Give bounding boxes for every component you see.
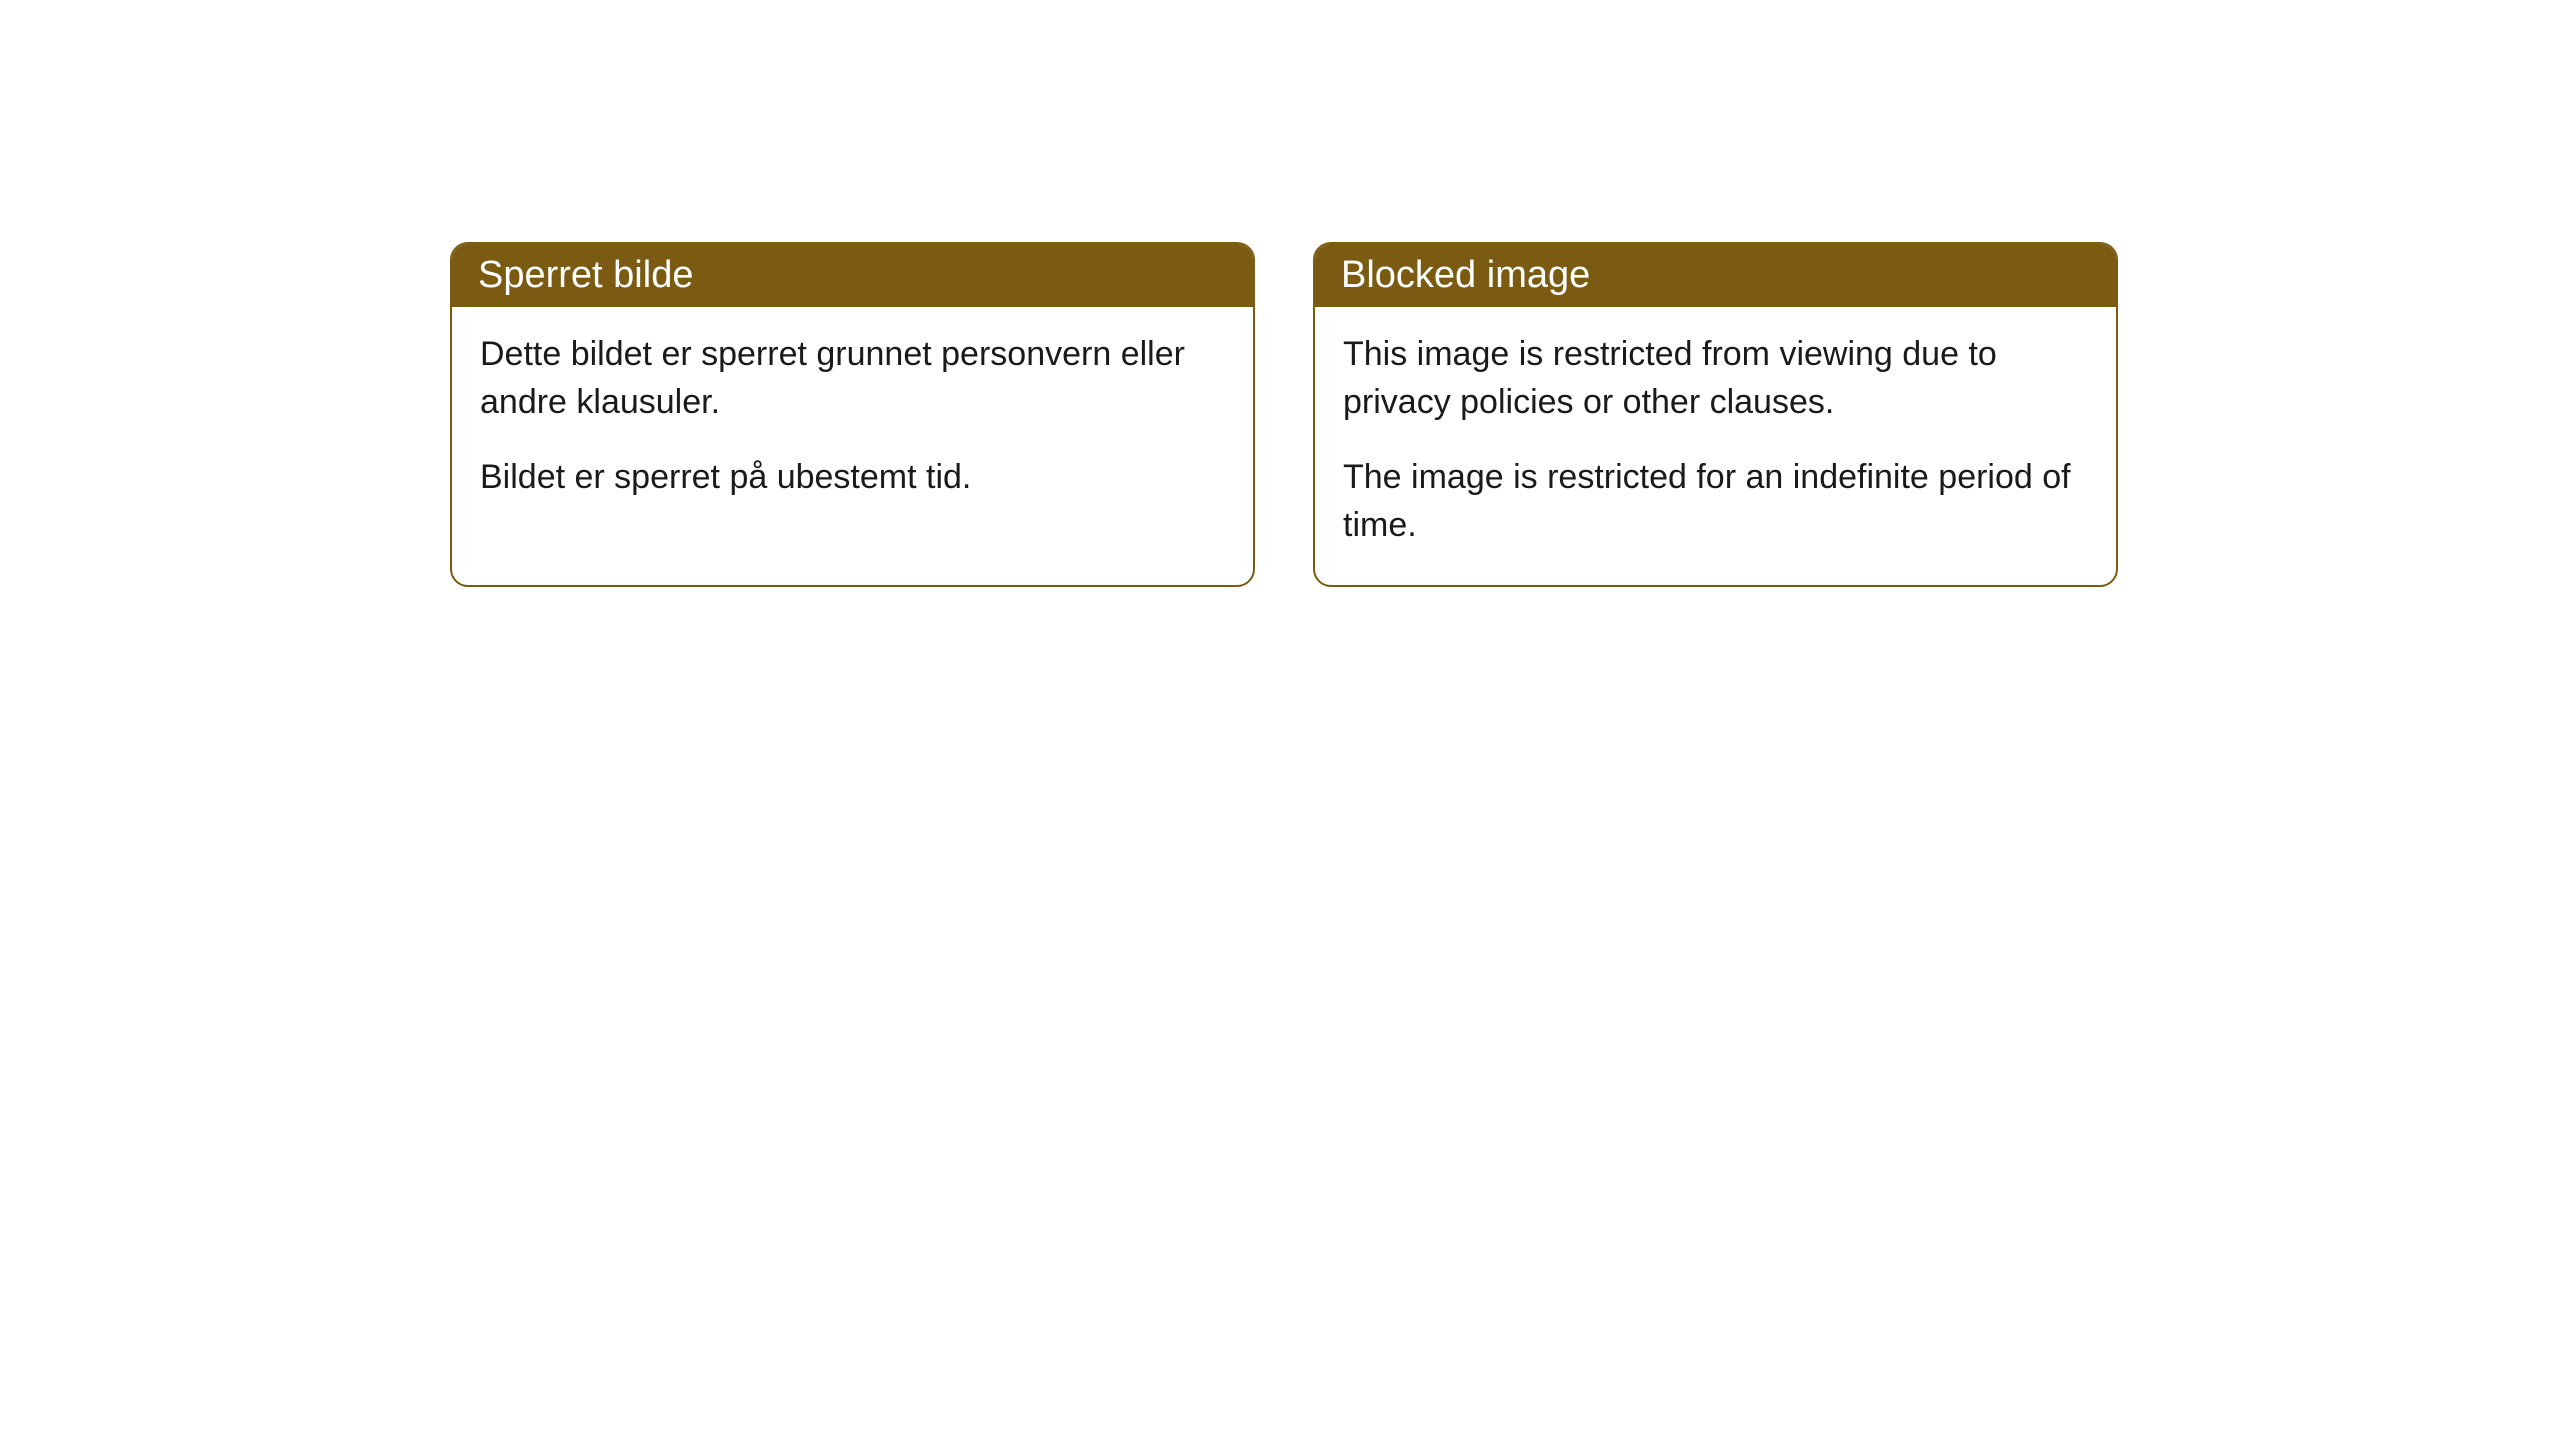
card-header-no: Sperret bilde — [452, 244, 1253, 307]
card-text-no-2: Bildet er sperret på ubestemt tid. — [480, 454, 1225, 502]
blocked-image-card-en: Blocked image This image is restricted f… — [1313, 242, 2118, 587]
card-text-no-1: Dette bildet er sperret grunnet personve… — [480, 331, 1225, 426]
card-body-no: Dette bildet er sperret grunnet personve… — [452, 307, 1253, 538]
card-body-en: This image is restricted from viewing du… — [1315, 307, 2116, 585]
card-header-en: Blocked image — [1315, 244, 2116, 307]
blocked-image-card-no: Sperret bilde Dette bildet er sperret gr… — [450, 242, 1255, 587]
card-text-en-1: This image is restricted from viewing du… — [1343, 331, 2088, 426]
notice-cards-container: Sperret bilde Dette bildet er sperret gr… — [450, 242, 2118, 587]
card-text-en-2: The image is restricted for an indefinit… — [1343, 454, 2088, 549]
card-title-en: Blocked image — [1341, 254, 1590, 296]
card-title-no: Sperret bilde — [478, 254, 693, 296]
